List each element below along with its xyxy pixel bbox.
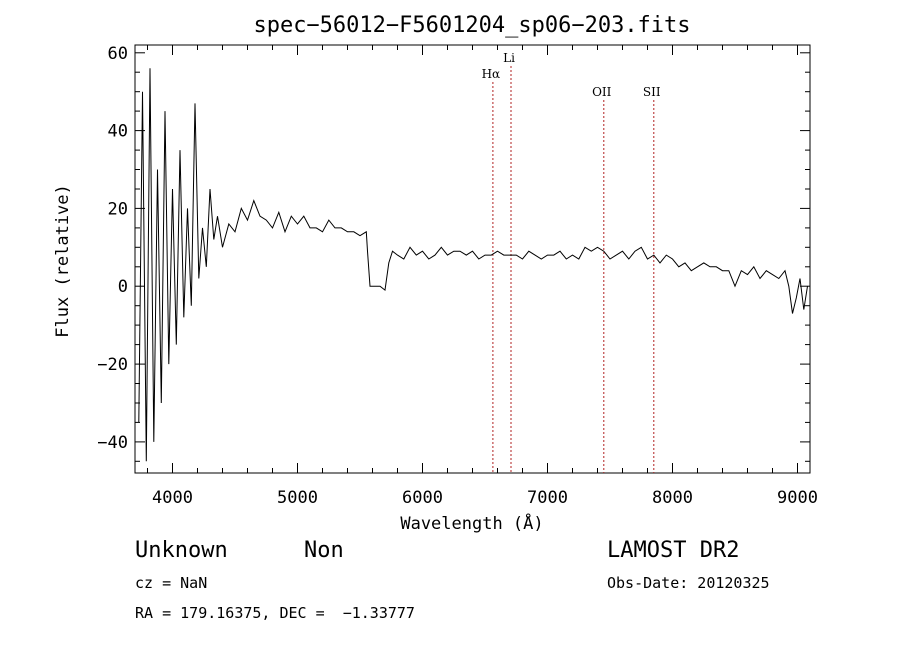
spectral-line-label: Li	[503, 51, 515, 65]
tick-labels: 4000 5000 6000 7000 8000 9000 −40 −20 0 20 40 60	[97, 44, 818, 508]
redshift-value: cz = NaN	[135, 574, 208, 592]
y-tick-label: −40	[97, 433, 128, 453]
object-subclass: Non	[304, 538, 344, 563]
spectral-line-label: Hα	[482, 67, 501, 81]
obs-date: Obs-Date: 20120325	[607, 574, 770, 592]
x-tick-label: 8000	[652, 488, 693, 508]
y-tick-label: 20	[108, 199, 128, 219]
x-tick-label: 7000	[527, 488, 568, 508]
x-tick-label: 6000	[402, 488, 443, 508]
y-tick-label: 0	[118, 277, 128, 297]
y-axis-label: Flux (relative)	[53, 184, 73, 338]
spectral-line-label: SII	[643, 85, 661, 99]
y-tick-label: 60	[108, 44, 128, 64]
y-tick-label: 40	[108, 122, 128, 142]
x-tick-label: 4000	[152, 488, 193, 508]
chart-title: spec−56012−F5601204_sp06−203.fits	[253, 13, 690, 38]
coordinates: RA = 179.16375, DEC = −1.33777	[135, 604, 415, 622]
x-tick-label: 5000	[277, 488, 318, 508]
survey-name: LAMOST DR2	[607, 538, 740, 563]
object-class: Unknown	[135, 538, 228, 563]
x-axis-label: Wavelength (Å)	[400, 512, 543, 534]
y-tick-label: −20	[97, 355, 128, 375]
flux-series-line	[138, 68, 808, 462]
spectral-line-label: OII	[592, 85, 612, 99]
axis-ticks	[135, 45, 810, 473]
plot-frame	[134, 44, 811, 474]
x-tick-label: 9000	[777, 488, 818, 508]
